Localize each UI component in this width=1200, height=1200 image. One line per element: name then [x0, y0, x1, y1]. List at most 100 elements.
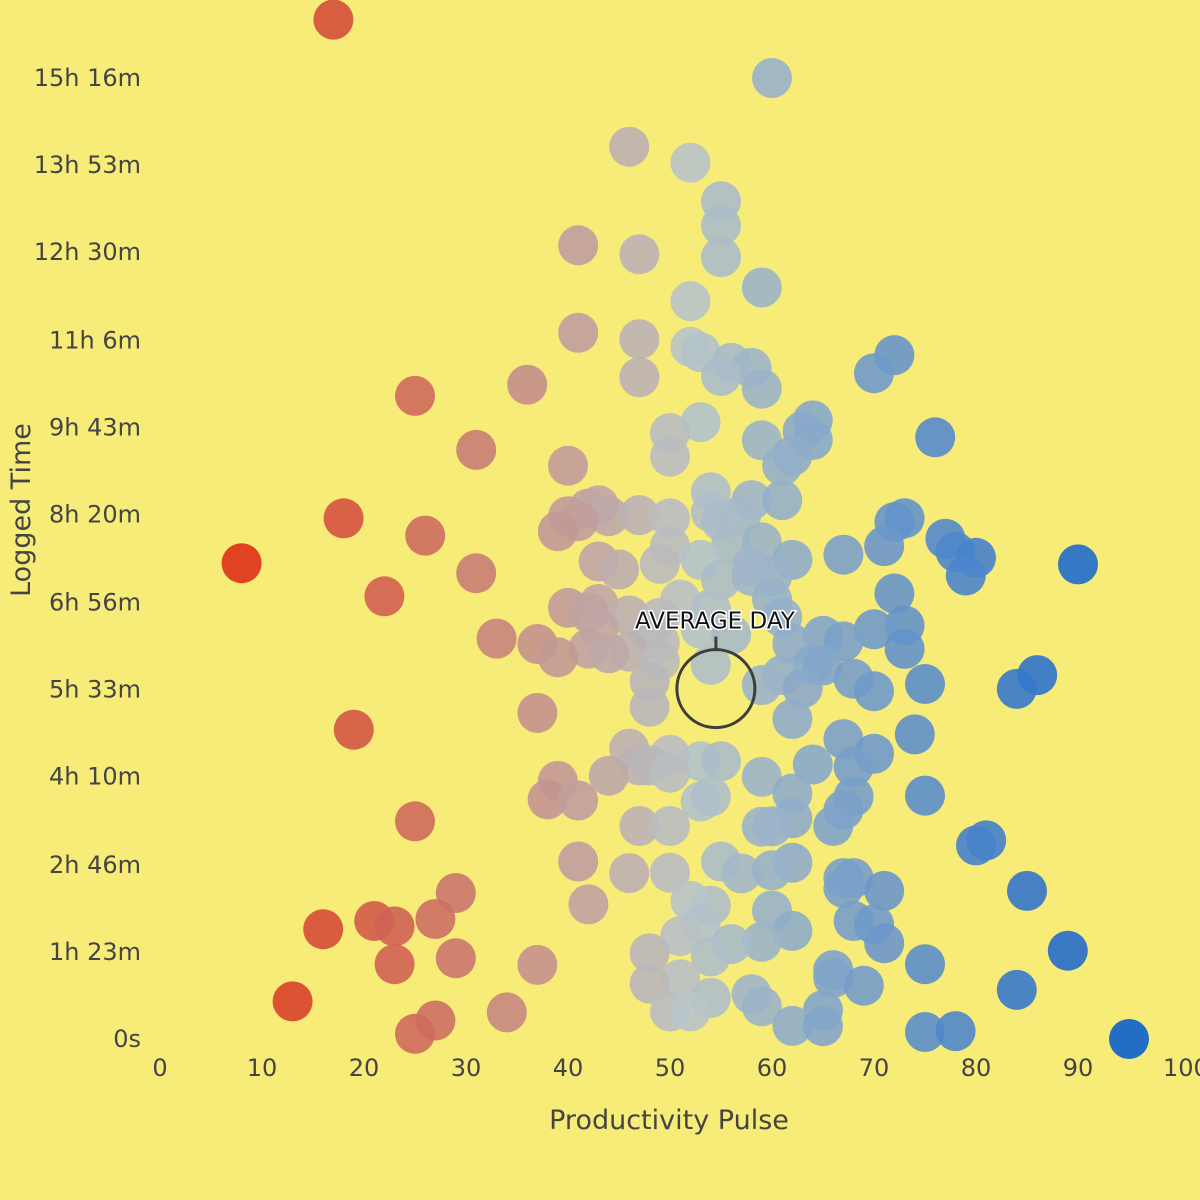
data-point[interactable] [558, 312, 599, 353]
data-point[interactable] [701, 741, 741, 782]
data-point[interactable] [619, 495, 660, 536]
data-point[interactable] [1007, 870, 1047, 911]
data-point[interactable] [945, 555, 986, 596]
data-point[interactable] [415, 899, 456, 939]
data-point[interactable] [609, 126, 650, 167]
data-point[interactable] [752, 58, 792, 98]
data-point[interactable] [1109, 1019, 1149, 1059]
data-point[interactable] [752, 850, 792, 891]
data-point[interactable] [395, 1013, 435, 1054]
data-point[interactable] [537, 511, 578, 552]
data-point[interactable] [956, 825, 996, 866]
data-point[interactable] [629, 933, 670, 974]
data-point[interactable] [650, 498, 690, 539]
data-point[interactable] [996, 668, 1037, 709]
data-point[interactable] [313, 0, 354, 40]
data-point[interactable] [639, 543, 680, 584]
data-point[interactable] [905, 1012, 945, 1052]
data-point[interactable] [813, 957, 854, 998]
data-point[interactable] [476, 618, 517, 659]
data-point[interactable] [548, 445, 588, 486]
data-point[interactable] [660, 959, 701, 1000]
data-point[interactable] [680, 402, 721, 443]
data-point[interactable] [619, 357, 660, 398]
data-point[interactable] [996, 969, 1037, 1010]
data-point[interactable] [364, 576, 405, 617]
data-point[interactable] [762, 480, 803, 521]
data-point[interactable] [690, 776, 731, 817]
data-point[interactable] [558, 780, 599, 821]
data-point[interactable] [619, 234, 660, 275]
data-point[interactable] [558, 841, 599, 882]
data-point[interactable] [670, 142, 711, 183]
data-point[interactable] [395, 801, 435, 842]
data-point[interactable] [486, 992, 527, 1033]
data-point[interactable] [833, 746, 874, 787]
data-point[interactable] [741, 368, 782, 409]
data-point[interactable] [435, 938, 476, 979]
data-point[interactable] [741, 806, 782, 847]
data-point[interactable] [527, 779, 568, 820]
data-point[interactable] [650, 852, 690, 893]
data-point[interactable] [619, 806, 660, 846]
data-point[interactable] [823, 534, 864, 575]
data-point[interactable] [701, 237, 741, 278]
data-point[interactable] [456, 429, 497, 470]
data-point[interactable] [221, 543, 262, 584]
data-point[interactable] [741, 267, 782, 308]
data-point[interactable] [690, 644, 731, 685]
data-point[interactable] [741, 665, 782, 706]
data-point[interactable] [405, 515, 446, 556]
data-point[interactable] [670, 991, 711, 1032]
data-point[interactable] [782, 668, 823, 709]
data-point[interactable] [650, 752, 690, 793]
data-point[interactable] [854, 353, 894, 394]
data-point[interactable] [874, 573, 915, 614]
data-point[interactable] [803, 1006, 843, 1047]
data-point[interactable] [894, 714, 935, 755]
data-point[interactable] [588, 755, 629, 796]
data-point[interactable] [762, 445, 803, 486]
data-point[interactable] [854, 671, 894, 712]
data-point[interactable] [670, 281, 711, 322]
data-point[interactable] [517, 692, 558, 733]
data-point[interactable] [588, 496, 629, 537]
data-point[interactable] [915, 417, 956, 458]
data-point[interactable] [568, 884, 609, 925]
data-point[interactable] [813, 805, 854, 846]
data-point[interactable] [701, 356, 741, 396]
data-point[interactable] [374, 906, 415, 947]
data-point[interactable] [588, 633, 629, 674]
data-point[interactable] [843, 965, 884, 1006]
data-point[interactable] [507, 364, 548, 405]
data-point[interactable] [558, 225, 599, 266]
data-point[interactable] [303, 909, 344, 950]
data-point[interactable] [609, 853, 650, 894]
data-point[interactable] [721, 853, 762, 894]
data-point[interactable] [905, 775, 945, 816]
data-point[interactable] [884, 498, 925, 539]
data-point[interactable] [650, 806, 690, 846]
data-point[interactable] [854, 609, 894, 650]
data-point[interactable] [272, 981, 313, 1022]
data-point[interactable] [935, 1011, 976, 1052]
data-point[interactable] [660, 916, 701, 957]
data-point[interactable] [629, 686, 670, 727]
data-point[interactable] [772, 1005, 813, 1046]
data-point[interactable] [456, 553, 497, 594]
data-point[interactable] [772, 910, 813, 951]
data-point[interactable] [650, 436, 690, 477]
data-point[interactable] [884, 628, 925, 669]
data-point[interactable] [772, 699, 813, 739]
data-point[interactable] [905, 664, 945, 704]
data-point[interactable] [333, 709, 374, 750]
data-point[interactable] [537, 637, 578, 678]
data-point[interactable] [741, 756, 782, 797]
data-point[interactable] [619, 319, 660, 360]
data-point[interactable] [864, 526, 905, 567]
data-point[interactable] [599, 549, 639, 590]
data-point[interactable] [864, 923, 905, 964]
data-point[interactable] [905, 944, 945, 985]
data-point[interactable] [741, 986, 782, 1027]
data-point[interactable] [711, 614, 752, 655]
